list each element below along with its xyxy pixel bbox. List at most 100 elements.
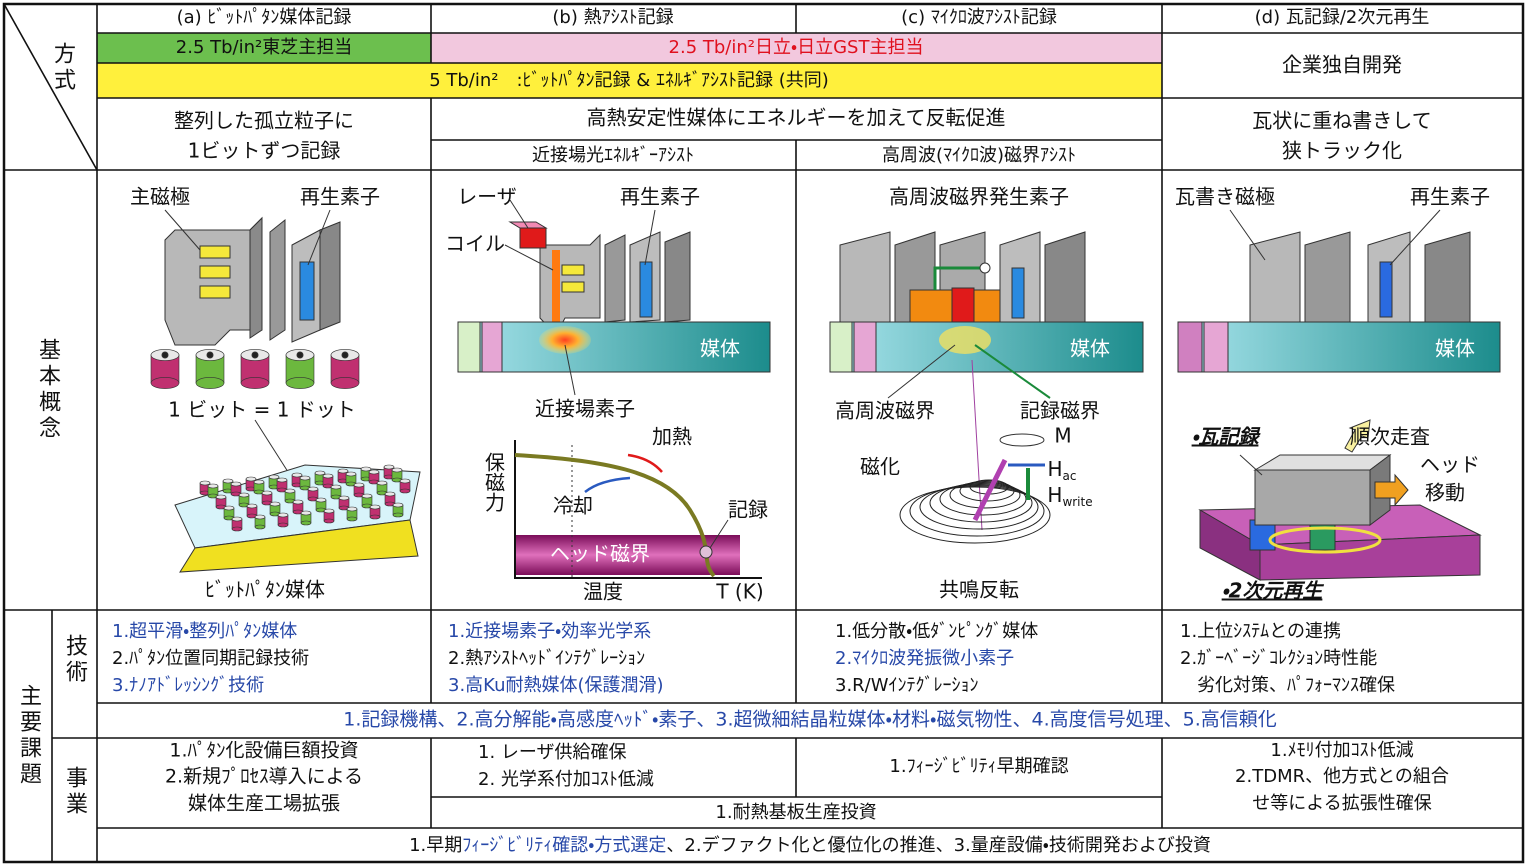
leader xyxy=(509,199,529,229)
cylinder-top xyxy=(299,475,311,481)
shield xyxy=(604,234,626,323)
cylinder-top xyxy=(361,493,373,499)
cylinder-bottom xyxy=(254,524,266,530)
box-front xyxy=(1254,469,1371,526)
medium xyxy=(457,321,771,373)
reader xyxy=(299,261,315,321)
cylinder-bottom xyxy=(323,518,335,524)
label: 再生素子 xyxy=(620,185,700,209)
leader xyxy=(974,344,1051,399)
business-item: 1.ﾒﾓﾘ付加ｺｽﾄ低減 xyxy=(1270,740,1413,761)
cylinder-top xyxy=(231,516,243,522)
cylinder-top xyxy=(323,508,335,514)
subscript: ac xyxy=(1063,469,1077,483)
leader xyxy=(887,344,956,399)
leader xyxy=(307,209,331,266)
joint-bg xyxy=(97,63,1162,98)
medium-cell xyxy=(457,321,481,373)
label: 共鳴反転 xyxy=(939,578,1019,602)
method-joint: 5 Tb/in² :ﾋﾞｯﾄﾊﾟﾀﾝ記録 & ｴﾈﾙｷﾞｱｼｽﾄ記録 (共同) xyxy=(429,70,829,91)
shield xyxy=(664,231,691,323)
row-label: 技術 xyxy=(62,634,88,686)
cylinder-top xyxy=(207,483,219,489)
column-header: (c) ﾏｲｸﾛ波ｱｼｽﾄ記録 xyxy=(901,7,1057,28)
cylinder-top xyxy=(277,512,289,518)
label: T (K) xyxy=(715,580,763,604)
medium-cell xyxy=(1203,321,1229,373)
label: 瓦書き磁極 xyxy=(1175,185,1275,209)
record-point xyxy=(699,545,713,559)
label: Hac xyxy=(1048,457,1077,483)
pole xyxy=(1249,231,1301,323)
cylinder-bottom xyxy=(330,377,360,389)
cylinder-bottom xyxy=(285,377,315,389)
label: 高周波磁界発生素子 xyxy=(889,185,1069,209)
slab-side xyxy=(1199,509,1261,581)
label: 移動 xyxy=(1425,481,1465,505)
row-label: 事業 xyxy=(62,766,88,818)
tech-item: 3.ﾅﾉｱﾄﾞﾚｯｼﾝｸﾞ技術 xyxy=(112,675,264,696)
arrow-scan xyxy=(1344,419,1371,453)
label: Hwrite xyxy=(1047,483,1092,509)
cylinder-top xyxy=(246,503,258,509)
label: H xyxy=(1048,457,1063,481)
coil xyxy=(561,264,585,276)
spiral-ring xyxy=(909,485,1045,537)
cylinder-bottom xyxy=(195,377,225,389)
principle: 高熱安定性媒体にエネルギーを加えて反転促進 xyxy=(587,106,1006,130)
label: 媒体 xyxy=(700,337,740,361)
tech-item: 2.ﾊﾟﾀﾝ位置同期記録技術 xyxy=(112,648,309,669)
shield xyxy=(1424,231,1471,323)
cylinder-bottom xyxy=(300,520,312,526)
business-item: せ等による拡張性確保 xyxy=(1252,793,1431,814)
bit-row xyxy=(150,349,360,389)
label: 記録磁界 xyxy=(1020,399,1100,423)
principle: 狭トラック化 xyxy=(1282,139,1402,163)
cylinder-top xyxy=(369,504,381,510)
principle: 高周波(ﾏｲｸﾛ波)磁界ｱｼｽﾄ xyxy=(882,145,1076,166)
cylinder-bottom xyxy=(277,522,289,528)
leader xyxy=(254,419,291,476)
cylinder-top xyxy=(222,478,234,484)
label: ・2次元再生 xyxy=(1222,579,1325,603)
cylinder-top xyxy=(345,471,357,477)
cylinder-top xyxy=(314,470,326,476)
medium-cell xyxy=(481,321,503,373)
waveguide xyxy=(552,250,560,330)
row-label: 方式 xyxy=(50,42,76,94)
arrow-m xyxy=(972,458,1008,522)
cylinder-top xyxy=(291,472,303,478)
label: 近接場素子 xyxy=(535,397,635,421)
principle: 瓦状に重ね書きして xyxy=(1252,109,1431,133)
label: M xyxy=(1054,424,1071,448)
tech-item: 2.ﾏｲｸﾛ波発振微小素子 xyxy=(835,648,1014,669)
cylinder-top xyxy=(268,474,280,480)
cylinder-bottom xyxy=(231,526,243,532)
coil xyxy=(199,265,231,279)
arrow-heat xyxy=(627,453,663,473)
label: 1 ビット = 1 ドット xyxy=(168,398,356,422)
cylinder-top xyxy=(292,499,304,505)
cylinder-top xyxy=(360,466,372,472)
tech-item: 1.上位ｼｽﾃﾑとの連携 xyxy=(1180,621,1341,642)
leader xyxy=(164,209,201,251)
tech-item: 3.R/Wｲﾝﾃｸﾞﾚｰｼｮﾝ xyxy=(835,675,979,696)
medium-cell xyxy=(1177,321,1203,373)
tech-item: 1.近接場素子・効率光学系 xyxy=(448,621,651,642)
label: 記録 xyxy=(728,498,768,522)
laser-top xyxy=(508,221,548,229)
text-segment: 、2.デファクト化と優位化の推進、3.量産設備・技術開発および投資 xyxy=(666,835,1210,856)
row-label: 基本概念 xyxy=(35,338,61,442)
tech-item: 1.低分散・低ﾀﾞﾝﾋﾟﾝｸﾞ媒体 xyxy=(835,621,1038,642)
business-item: 1.ﾌｨｰｼﾞﾋﾞﾘﾃｨ早期確認 xyxy=(889,756,1068,777)
principle: 1ビットずつ記録 xyxy=(188,139,341,163)
cylinder-top xyxy=(376,480,388,486)
label: H xyxy=(1047,483,1062,507)
cylinder-top xyxy=(346,506,358,512)
reader xyxy=(1011,267,1025,319)
column-header: (d) 瓦記録/2次元再生 xyxy=(1255,7,1430,28)
precession xyxy=(999,433,1045,447)
column-header: (a) ﾋﾞｯﾄﾊﾟﾀﾝ媒体記録 xyxy=(177,7,352,28)
label: 再生素子 xyxy=(1410,185,1490,209)
reader xyxy=(1379,261,1393,318)
